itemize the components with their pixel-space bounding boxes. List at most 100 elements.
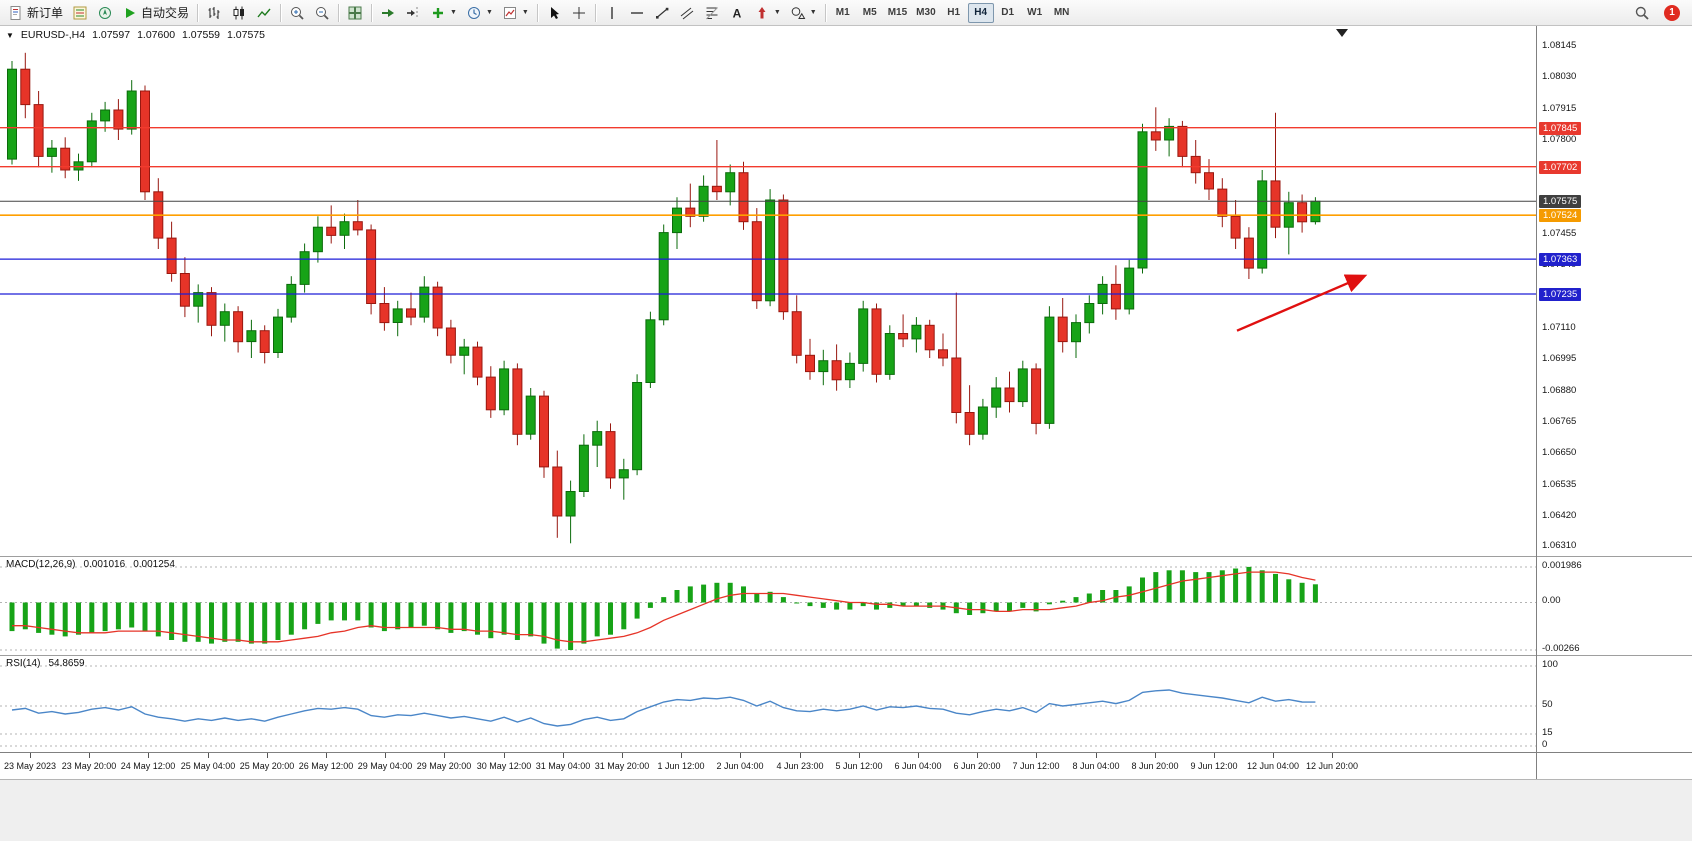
chevron-down-icon: ▼: [773, 9, 781, 16]
macd-histogram-bar: [1046, 602, 1052, 605]
time-axis-label: 31 May 20:00: [594, 761, 650, 771]
candle-body: [805, 354, 815, 373]
macd-histogram-bar: [368, 602, 374, 628]
channel-icon: [680, 7, 694, 19]
templates-button[interactable]: ▼: [498, 2, 533, 24]
candle-body: [1084, 303, 1095, 324]
candle-body: [778, 199, 789, 313]
main-chart-pane: ▼ EURUSD-,H4 1.07597 1.07600 1.07559 1.0…: [0, 26, 1692, 556]
chevron-down-icon: ▼: [521, 9, 529, 16]
macd-histogram-bar: [674, 590, 680, 603]
macd-histogram-bar: [395, 602, 401, 630]
macd-histogram-bar: [142, 602, 148, 632]
time-axis-tick: [30, 753, 31, 758]
more-drawing-tools-button[interactable]: ▼: [786, 2, 821, 24]
timeframe-m5-button[interactable]: M5: [862, 7, 877, 18]
time-axis-label: 29 May 04:00: [357, 761, 413, 771]
bar-chart-mode-button[interactable]: [202, 2, 226, 24]
one-click-trading-toggle-icon[interactable]: ▼: [6, 30, 14, 40]
macd-signal-line: [12, 571, 1316, 643]
vertical-line-tool-button[interactable]: [600, 2, 624, 24]
search-button[interactable]: [1630, 2, 1654, 24]
new-order-label: 新订单: [27, 6, 64, 20]
macd-histogram-bar: [1086, 593, 1092, 603]
macd-histogram-bar: [62, 602, 68, 637]
candlestick-chart[interactable]: [0, 26, 1536, 556]
time-axis-label: 29 May 20:00: [416, 761, 472, 771]
chart-shift-icon: [407, 6, 418, 19]
periods-button[interactable]: ▼: [462, 2, 497, 24]
arrows-tool-button[interactable]: ▼: [750, 2, 785, 24]
timeframe-h1-button[interactable]: H1: [947, 7, 961, 18]
rsi-chart[interactable]: [0, 656, 1536, 752]
navigator-button[interactable]: [93, 2, 117, 24]
candle-body: [206, 292, 217, 326]
fibonacci-tool-button[interactable]: [700, 2, 724, 24]
macd-histogram-bar: [49, 602, 55, 635]
chart-shift-button[interactable]: [401, 2, 425, 24]
macd-histogram-bar: [1140, 577, 1145, 603]
time-axis[interactable]: 23 May 2023 23 May 20:00 24 May 12:00 25 Ma…: [0, 752, 1692, 779]
time-axis-tick: [681, 753, 682, 758]
candle-body: [1124, 267, 1135, 310]
timeframe-m1-button[interactable]: M1: [835, 7, 850, 18]
zoom-out-icon: [316, 6, 329, 20]
macd-histogram-bar: [913, 602, 919, 607]
zoom-out-button[interactable]: [310, 2, 334, 24]
fibonacci-icon: [705, 6, 718, 19]
timeframe-m30-button[interactable]: M30: [916, 7, 936, 18]
equidistant-channel-tool-button[interactable]: [675, 2, 699, 24]
indicators-button[interactable]: ▼: [426, 2, 461, 24]
time-axis-label: 12 Jun 20:00: [1305, 761, 1359, 771]
timeframe-m15-button[interactable]: M15: [887, 7, 908, 18]
candle-body: [711, 185, 722, 193]
autotrading-button[interactable]: 自动交易: [118, 2, 193, 24]
candle-body: [60, 147, 71, 171]
candle-body: [1230, 215, 1241, 239]
candle-body: [1004, 387, 1015, 403]
auto-scroll-button[interactable]: [376, 2, 400, 24]
timeframe-d1-button[interactable]: D1: [1001, 7, 1015, 18]
candle-body: [339, 221, 350, 236]
candle-body: [1270, 180, 1281, 228]
chart-shift-marker[interactable]: [1336, 29, 1348, 37]
macd-chart[interactable]: [0, 557, 1536, 655]
bar-chart-icon: [208, 6, 220, 19]
arrow-annotation[interactable]: [1236, 274, 1368, 332]
template-icon: [503, 6, 516, 19]
macd-histogram-bar: [76, 602, 81, 635]
candlestick-mode-button[interactable]: [227, 2, 251, 24]
cursor-tool-button[interactable]: [542, 2, 566, 24]
candle-body: [472, 346, 483, 378]
trendline-tool-button[interactable]: [650, 2, 674, 24]
add-indicator-icon: [433, 7, 444, 18]
crosshair-tool-button[interactable]: [567, 2, 591, 24]
macd-histogram-bar: [1060, 600, 1066, 603]
macd-histogram-bar: [794, 602, 800, 604]
zoom-in-button[interactable]: [285, 2, 309, 24]
macd-histogram-bar: [195, 602, 201, 642]
macd-histogram-bar: [182, 602, 188, 642]
new-order-button[interactable]: 新订单: [4, 2, 67, 24]
time-axis-tick: [89, 753, 90, 758]
timeframe-w1-button[interactable]: W1: [1027, 7, 1043, 18]
macd-histogram-bar: [115, 602, 121, 630]
time-axis-label: 25 May 20:00: [239, 761, 295, 771]
zoom-in-icon: [291, 6, 304, 20]
market-watch-button[interactable]: [68, 2, 92, 24]
line-chart-mode-button[interactable]: [252, 2, 276, 24]
chevron-down-icon: ▼: [809, 9, 817, 16]
time-axis-tick: [1036, 753, 1037, 758]
macd-main-value: 0.001016: [83, 559, 126, 570]
candle-body: [911, 324, 922, 340]
notification-badge[interactable]: 1: [1664, 4, 1680, 21]
candle-body: [605, 431, 616, 479]
macd-histogram-bar: [860, 602, 866, 607]
tile-windows-button[interactable]: [343, 2, 367, 24]
toolbar-separator: [536, 3, 538, 22]
timeframe-h4-button[interactable]: H4: [967, 2, 994, 23]
horizontal-line-tool-button[interactable]: [625, 2, 649, 24]
timeframe-mn-button[interactable]: MN: [1053, 7, 1070, 18]
text-tool-button[interactable]: A: [725, 2, 749, 24]
candle-body: [432, 286, 443, 329]
